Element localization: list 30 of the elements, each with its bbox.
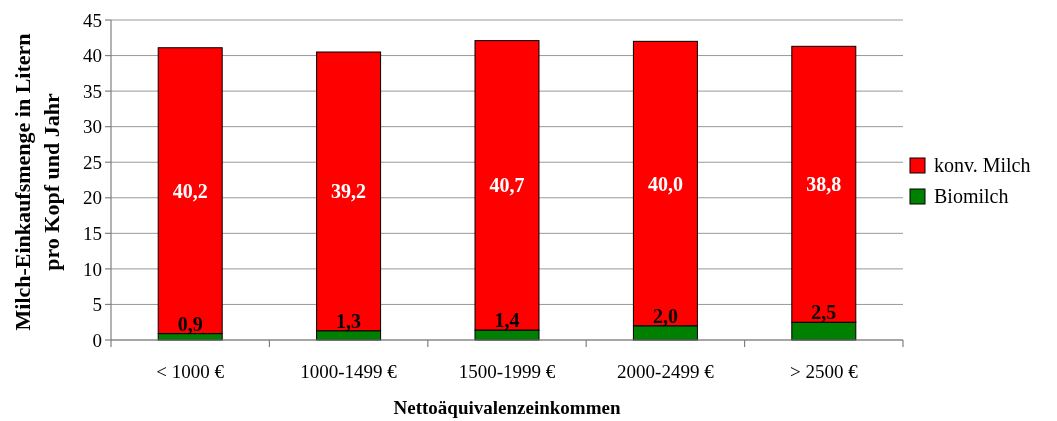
- y-tick-label: 10: [83, 258, 102, 280]
- y-tick-label: 0: [92, 329, 102, 351]
- y-tick-label: 25: [83, 151, 102, 173]
- y-tick-label: 15: [83, 222, 102, 244]
- data-label: 2,5: [811, 301, 837, 324]
- bar: [157, 47, 223, 335]
- data-label: 39,2: [331, 180, 367, 203]
- x-tick-label: 1500-1999 €: [458, 361, 556, 382]
- data-label: 38,8: [806, 173, 842, 196]
- y-tick-label: 35: [83, 80, 102, 102]
- x-tick-label: 2000-2499 €: [617, 361, 715, 382]
- y-tick-label: 45: [83, 9, 102, 31]
- y-axis-title: Milch-Einkaufsmenge in Litern pro Kopf und Jahr: [10, 33, 64, 331]
- x-tick-label: < 1000 €: [156, 361, 225, 382]
- x-axis-title: Nettoäquivalenzeinkommen: [393, 397, 621, 418]
- y-tick-label: 5: [92, 294, 102, 316]
- y-tick-label: 40: [83, 45, 102, 67]
- x-tick-label: 1000-1499 €: [300, 361, 398, 382]
- legend-label: konv. Milch: [934, 154, 1031, 176]
- x-tick-label: > 2500 €: [789, 361, 859, 382]
- y-tick-label: 20: [83, 187, 102, 209]
- data-label: 2,0: [652, 304, 678, 327]
- data-label: 40,0: [647, 172, 683, 195]
- data-label: 40,7: [489, 174, 525, 197]
- data-label: 0,9: [177, 312, 203, 335]
- data-label: 40,2: [172, 179, 208, 202]
- legend-label: Biomilch: [934, 185, 1009, 207]
- data-label: 1,4: [494, 309, 520, 332]
- data-label: 1,3: [336, 309, 362, 332]
- y-tick-label: 30: [83, 116, 102, 138]
